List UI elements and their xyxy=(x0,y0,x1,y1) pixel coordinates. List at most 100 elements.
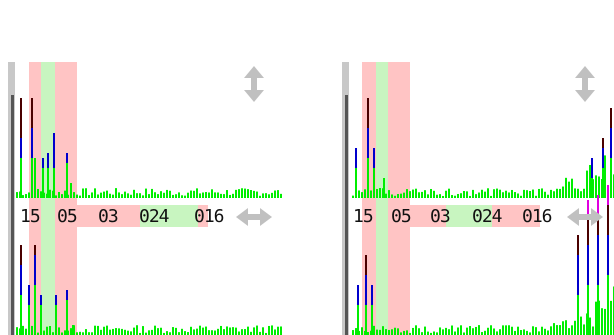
spectrum-bar xyxy=(505,190,507,198)
spectrum-bar xyxy=(610,108,612,128)
tick-label: 03 xyxy=(430,205,451,227)
spectrum-bar xyxy=(34,245,36,255)
spectrum-bar xyxy=(253,190,255,198)
spectrum-bar xyxy=(520,195,522,198)
spectrum-bar xyxy=(76,332,78,335)
spectrum-bar xyxy=(574,188,576,198)
spectrum-bar xyxy=(55,195,57,198)
spectrum-bar xyxy=(371,305,373,335)
spectrum-bar xyxy=(103,191,105,198)
spectrum-bar xyxy=(604,308,606,335)
spectrum-bar xyxy=(31,325,33,335)
spectrum-bar xyxy=(607,185,609,205)
spectrum-bar xyxy=(223,194,225,198)
spectrum-bar xyxy=(277,326,279,335)
spectrum-bar xyxy=(34,285,36,335)
spectrum-bar xyxy=(22,325,24,335)
spectrum-bar xyxy=(58,327,60,335)
spectrum-bar xyxy=(597,285,599,335)
spectrum-bar xyxy=(79,331,81,335)
spectrum-bar xyxy=(532,326,534,335)
spectrum-bar xyxy=(241,329,243,335)
spectrum-bar xyxy=(397,328,399,335)
spectrum-bar xyxy=(472,328,474,335)
spectrum-bar xyxy=(235,189,237,198)
spectrum-bar xyxy=(460,193,462,198)
spectrum-bar xyxy=(589,317,591,335)
spectrum-bar xyxy=(244,188,246,198)
spectrum-bar xyxy=(133,327,135,335)
spectrum-bar xyxy=(559,325,561,335)
spectrum-bar xyxy=(145,332,147,335)
panel-right-canvas xyxy=(342,62,614,335)
spectrum-bar xyxy=(538,331,540,335)
axis-band-red xyxy=(492,205,540,227)
spectrum-bar xyxy=(220,325,222,335)
spectrum-bar xyxy=(20,265,22,295)
spectrum-bar xyxy=(70,183,72,198)
spectrum-bar xyxy=(172,327,174,335)
axis-band-green xyxy=(446,205,492,227)
spectrum-bar xyxy=(397,193,399,198)
spectrum-bar xyxy=(73,192,75,198)
spectrum-bar xyxy=(415,325,417,335)
spectrum-bar xyxy=(475,194,477,198)
tick-label: 016 xyxy=(194,205,224,227)
spectrum-bar xyxy=(88,195,90,198)
tick-label: 016 xyxy=(522,205,552,227)
spectrum-bar xyxy=(523,189,525,198)
spectrum-bar xyxy=(409,332,411,335)
spectrum-bar xyxy=(94,188,96,198)
spectrum-bar xyxy=(196,328,198,335)
spectrum-bar xyxy=(55,295,57,305)
spectrum-bar xyxy=(406,189,408,198)
spectrum-bar xyxy=(367,128,369,158)
band-green xyxy=(376,62,388,335)
spectrum-bar xyxy=(76,194,78,198)
scrollbar-thumb[interactable] xyxy=(345,95,348,335)
spectrum-bar xyxy=(142,195,144,198)
spectrum-bar xyxy=(418,192,420,198)
spectrum-bar xyxy=(241,188,243,198)
spectrum-bar xyxy=(433,190,435,198)
spectrum-bar xyxy=(175,194,177,198)
spectrum-bar xyxy=(553,191,555,198)
spectrum-bar xyxy=(478,192,480,198)
spectrum-bar xyxy=(607,235,609,275)
spectrum-bar xyxy=(205,326,207,335)
spectrum-bar xyxy=(547,194,549,198)
left-right-arrow-icon[interactable] xyxy=(567,208,603,226)
spectrum-bar xyxy=(587,215,589,245)
spectrum-bar xyxy=(28,192,30,198)
spectrum-bar xyxy=(265,332,267,335)
spectrum-bar xyxy=(602,168,604,198)
spectrum-bar xyxy=(208,330,210,335)
spectrum-bar xyxy=(355,168,357,198)
left-right-arrow-icon[interactable] xyxy=(236,208,272,226)
spectrum-bar xyxy=(20,295,22,335)
spectrum-bar xyxy=(202,192,204,198)
spectrum-bar xyxy=(364,189,366,198)
tick-label: 05 xyxy=(391,205,412,227)
spectrum-bar xyxy=(352,330,354,335)
spectrum-bar xyxy=(53,168,55,198)
spectrum-bar xyxy=(262,327,264,335)
spectrum-bar xyxy=(499,329,501,335)
up-down-arrow-icon[interactable] xyxy=(575,66,595,102)
spectrum-bar xyxy=(31,98,33,128)
spectrum-bar xyxy=(400,193,402,198)
up-down-arrow-icon[interactable] xyxy=(244,66,264,102)
spectrum-bar xyxy=(47,168,49,198)
spectrum-bar xyxy=(148,330,150,335)
spectrum-bar xyxy=(457,193,459,198)
spectrum-bar xyxy=(544,328,546,335)
axis-band-red xyxy=(394,205,446,227)
spectrum-bar xyxy=(184,195,186,198)
spectrum-bar xyxy=(217,192,219,198)
spectrum-bar xyxy=(94,325,96,335)
spectrum-bar xyxy=(229,194,231,198)
spectrum-bar xyxy=(487,327,489,335)
spectrum-bar xyxy=(587,285,589,335)
scrollbar-thumb[interactable] xyxy=(11,95,14,335)
spectrum-bar xyxy=(235,327,237,335)
